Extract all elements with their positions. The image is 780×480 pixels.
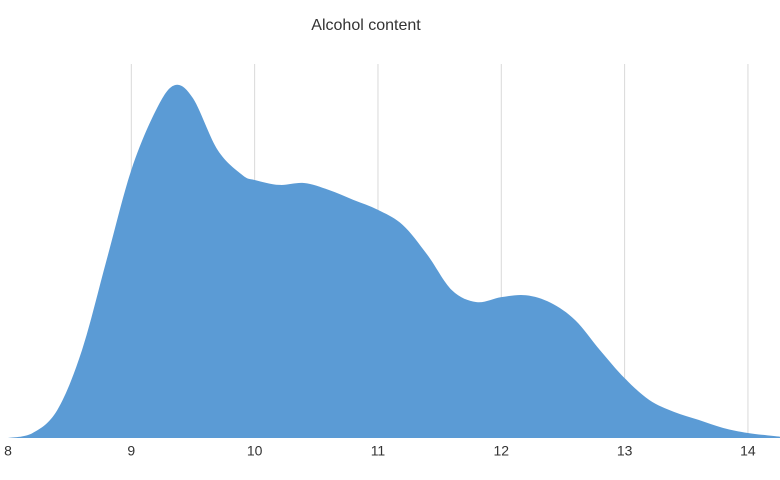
x-tick-label: 10 <box>247 443 263 459</box>
x-tick-label: 11 <box>371 443 386 459</box>
x-tick-label: 12 <box>494 443 510 459</box>
chart-title: Alcohol content <box>311 17 421 34</box>
x-tick-label: 14 <box>740 443 756 459</box>
x-tick-label: 13 <box>617 443 633 459</box>
density-area <box>8 84 780 438</box>
x-tick-label: 9 <box>127 443 135 459</box>
x-tick-label: 8 <box>4 443 12 459</box>
